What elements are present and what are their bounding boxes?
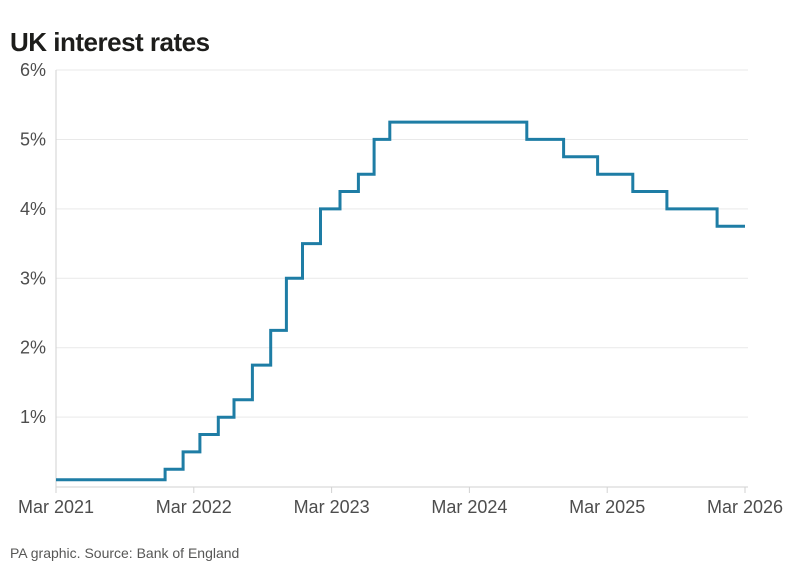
- axes: [55, 70, 748, 488]
- x-tick-label: Mar 2021: [18, 497, 94, 517]
- y-tick-label: 2%: [20, 338, 46, 358]
- y-tick-label: 4%: [20, 199, 46, 219]
- x-tick-marks: [55, 487, 746, 493]
- x-tick-label: Mar 2024: [431, 497, 507, 517]
- y-tick-label: 5%: [20, 129, 46, 149]
- x-tick-label: Mar 2023: [294, 497, 370, 517]
- y-axis-labels: 1% 2% 3% 4% 5% 6%: [20, 60, 46, 427]
- x-tick-label: Mar 2025: [569, 497, 645, 517]
- y-gridlines: [56, 69, 748, 418]
- y-tick-label: 1%: [20, 407, 46, 427]
- rate-step-line: [56, 120, 745, 482]
- x-tick-label: Mar 2022: [156, 497, 232, 517]
- page-title: UK interest rates: [10, 27, 210, 58]
- y-tick-label: 6%: [20, 60, 46, 80]
- x-tick-label: Mar 2026: [707, 497, 783, 517]
- y-tick-label: 3%: [20, 268, 46, 288]
- x-axis-labels: Mar 2021 Mar 2022 Mar 2023 Mar 2024 Mar 2025…: [18, 497, 783, 517]
- source-note: PA graphic. Source: Bank of England: [10, 545, 240, 561]
